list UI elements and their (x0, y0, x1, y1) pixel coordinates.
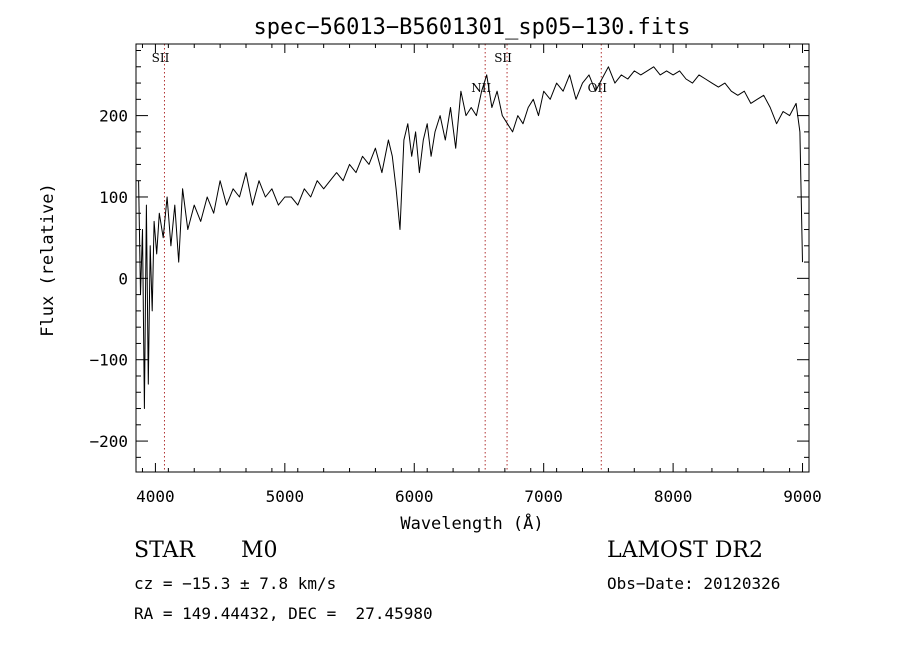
line-marker-label-0: SII (152, 51, 170, 65)
survey-name: LAMOST DR2 (607, 538, 763, 563)
line-marker-label-2: SII (494, 51, 512, 65)
x-axis: 4000 5000 6000 7000 8000 9000 (136, 44, 822, 506)
x-axis-label: Wavelength (Å) (400, 512, 543, 534)
chart-title: spec−56013−B5601301_sp05−130.fits (253, 15, 690, 40)
spectrum-series-0 (138, 66, 803, 409)
x-tick-label-1: 5000 (266, 487, 305, 506)
observation-date: Obs−Date: 20120326 (607, 574, 781, 593)
y-tick-label-3: 100 (99, 188, 128, 207)
y-tick-label-4: 200 (99, 107, 128, 126)
y-axis: −200 −100 0 100 200 (89, 50, 809, 458)
y-tick-label-2: 0 (118, 269, 128, 288)
y-axis-label: Flux (relative) (38, 183, 58, 337)
y-tick-label-1: −100 (89, 351, 128, 370)
object-class: STAR (134, 538, 195, 563)
y-tick-label-0: −200 (89, 432, 128, 451)
coordinates-readout: RA = 149.44432, DEC = 27.45980 (134, 604, 433, 623)
x-tick-label-5: 9000 (783, 487, 822, 506)
x-tick-label-3: 7000 (524, 487, 563, 506)
redshift-readout: cz = −15.3 ± 7.8 km/s (134, 574, 337, 593)
x-tick-label-4: 8000 (654, 487, 693, 506)
x-tick-label-2: 6000 (395, 487, 434, 506)
plot-frame (135, 43, 810, 473)
line-marker-label-1: NII (471, 81, 491, 95)
x-tick-label-0: 4000 (136, 487, 175, 506)
object-subclass: M0 (241, 538, 278, 563)
